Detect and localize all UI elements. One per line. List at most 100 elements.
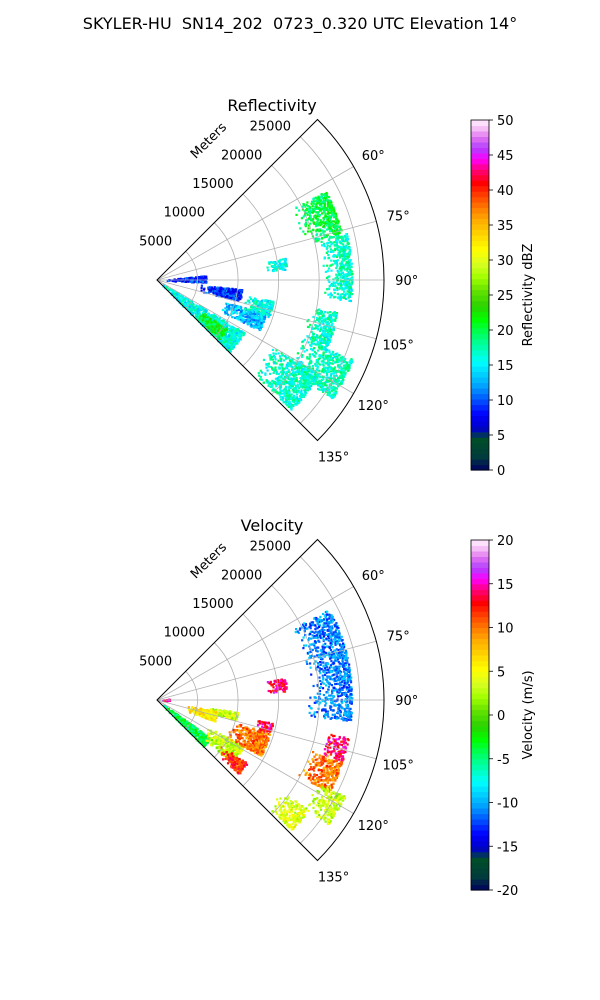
echo-gate (222, 290, 225, 293)
echo-gate (195, 309, 198, 313)
echo-gate (326, 269, 329, 272)
echo-gate (313, 342, 316, 345)
echo-gate (328, 215, 331, 218)
echo-gate (204, 310, 207, 314)
echo-gate (226, 295, 229, 298)
echo-gate (343, 273, 346, 276)
echo-gate (345, 253, 348, 256)
echo-gate (213, 291, 216, 295)
echo-gate (314, 363, 317, 366)
echo-gate (302, 385, 305, 388)
echo-gate (279, 360, 283, 363)
echo-gate (319, 344, 322, 347)
subplot-title: Reflectivity (227, 96, 316, 115)
echo-gate (229, 288, 232, 291)
echo-gate (319, 322, 322, 325)
echo-gate (327, 211, 331, 215)
colorbar-swatch (471, 382, 489, 389)
echo-gate (292, 369, 295, 372)
echo-gate (344, 235, 347, 238)
echo-gate (309, 323, 312, 326)
echo-gate (320, 378, 323, 382)
echo-gate (336, 274, 339, 277)
echo-gate (297, 399, 300, 402)
echo-gate (233, 293, 236, 296)
echo-gate (238, 315, 241, 318)
echo-gate (226, 293, 229, 296)
echo-gate (317, 357, 320, 360)
echo-gate (273, 261, 276, 265)
echo-gate (285, 400, 288, 403)
echo-gate (212, 323, 215, 326)
echo-gate (227, 290, 230, 293)
echo-gate (320, 240, 323, 243)
echo-gate (340, 368, 343, 371)
echo-gate (326, 235, 329, 238)
echo-gate (230, 327, 233, 330)
echo-gate (310, 345, 313, 348)
echo-gate (298, 387, 301, 390)
echo-gate (254, 321, 257, 324)
echo-gate (321, 229, 324, 232)
echo-gate (228, 349, 231, 352)
echo-gate (279, 392, 282, 395)
echo-gate (325, 191, 328, 195)
echo-gate (225, 340, 228, 343)
echo-gate (267, 305, 271, 308)
echo-gate (347, 243, 350, 246)
echo-gate (223, 338, 226, 341)
echo-gate (278, 380, 281, 383)
echo-gate (327, 201, 330, 204)
echo-gate (287, 377, 290, 380)
echo-gate (195, 277, 198, 280)
echo-gate (333, 230, 336, 233)
echo-gate (234, 310, 237, 313)
echo-gate (341, 243, 344, 246)
echo-gate (349, 263, 352, 266)
echo-gate (339, 276, 342, 279)
echo-gate (295, 390, 298, 394)
echo-gate (255, 302, 258, 305)
echo-gate (315, 206, 318, 209)
echo-gate (291, 384, 294, 387)
echo-gate (195, 280, 198, 283)
echo-gate (190, 732, 193, 736)
echo-gate (174, 716, 178, 719)
echo-gate (211, 321, 215, 324)
echo-gate (227, 344, 231, 347)
echo-gate (190, 309, 193, 312)
echo-gate (348, 246, 351, 249)
echo-gate (347, 266, 350, 269)
echo-gate (350, 358, 353, 361)
echo-gate (226, 323, 229, 326)
echo-gate (320, 346, 323, 349)
echo-gate (290, 385, 293, 388)
echo-gate (210, 314, 213, 317)
echo-gate (309, 338, 312, 341)
echo-gate (323, 234, 326, 237)
echo-gate (198, 319, 201, 322)
echo-gate (343, 275, 346, 278)
echo-gate (319, 357, 322, 360)
sector-frame (156, 118, 385, 442)
echo-gate (322, 264, 325, 267)
echo-gate (217, 324, 220, 327)
echo-gate (283, 391, 286, 394)
echo-gate (336, 247, 339, 250)
echo-gate (328, 340, 331, 343)
colorbar-swatch (471, 398, 489, 405)
echo-gate (322, 206, 325, 209)
echo-gate (348, 366, 351, 369)
echo-gate (261, 313, 264, 316)
echo-gate (299, 382, 302, 386)
echo-gate (233, 742, 236, 745)
echo-gate (254, 310, 257, 313)
polar-panel-velocity: 60°75°90°105°120°135°5000100001500020000… (139, 516, 536, 899)
echo-gate (247, 322, 250, 325)
echo-gate (239, 334, 242, 337)
echo-gate (224, 307, 227, 310)
echo-gate (330, 250, 333, 253)
echo-gate (316, 359, 320, 362)
echo-gate (340, 284, 343, 287)
